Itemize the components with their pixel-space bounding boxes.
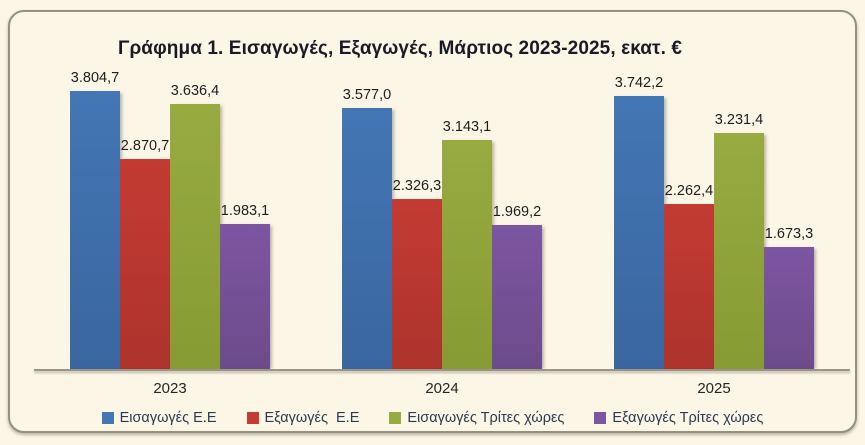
- legend-item-2: Εισαγωγές Τρίτες χώρες: [389, 410, 564, 426]
- bar-2024-series-0: [342, 107, 392, 369]
- plot-area: 3.742,2 2.262,4 3.231,4 1.673,3 3.577,0 2.326…: [34, 70, 850, 371]
- legend-item-3: Εξαγωγές Τρίτες χώρες: [594, 410, 763, 426]
- bar-2025-series-1: [664, 203, 714, 369]
- bar-2023-series-3: [220, 224, 270, 369]
- value-label-2023-series-3: 1.983,1: [220, 203, 270, 220]
- legend-label: Εισαγωγές Τρίτες χώρες: [407, 410, 565, 426]
- legend-label: Εισαγωγές Ε.Ε: [119, 410, 217, 426]
- bar-group-2023: 3.804,7 2.870,7 3.636,4 1.983,1: [70, 70, 270, 369]
- legend-swatch-icon: [389, 412, 402, 424]
- value-label-2025-series-0: 3.742,2: [614, 74, 664, 91]
- value-label-2024-series-1: 2.326,3: [392, 178, 442, 195]
- chart-frame: Γράφημα 1. Εισαγωγές, Εξαγωγές, Μάρτιος …: [8, 10, 857, 433]
- chart-title: Γράφημα 1. Εισαγωγές, Εξαγωγές, Μάρτιος …: [117, 38, 683, 59]
- value-label-2025-series-1: 2.262,4: [664, 182, 714, 199]
- value-label-2023-series-0: 3.804,7: [70, 70, 120, 87]
- legend-item-0: Εισαγωγές Ε.Ε: [101, 410, 217, 426]
- legend-item-1: Εξαγωγές Ε.Ε: [246, 410, 360, 426]
- bar-2024-series-2: [442, 139, 492, 369]
- bar-group-2024: 3.577,0 2.326,3 3.143,1 1.969,2: [342, 77, 542, 369]
- value-label-2024-series-2: 3.143,1: [442, 118, 492, 135]
- category-label-2024: 2024: [425, 380, 459, 397]
- legend-swatch-icon: [246, 412, 259, 424]
- value-label-2024-series-3: 1.969,2: [492, 204, 542, 221]
- legend-label: Εξαγωγές Ε.Ε: [264, 410, 360, 426]
- bar-2025-series-0: [614, 95, 664, 369]
- bar-2024-series-1: [392, 199, 442, 369]
- value-label-2025-series-3: 1.673,3: [764, 225, 814, 242]
- value-label-2023-series-2: 3.636,4: [170, 82, 220, 99]
- bar-2024-series-3: [492, 225, 542, 369]
- x-axis-line: [34, 369, 850, 371]
- value-label-2025-series-2: 3.231,4: [714, 112, 764, 129]
- value-label-2023-series-1: 2.870,7: [120, 138, 170, 155]
- legend: Εισαγωγές Ε.Ε Εξαγωγές Ε.Ε Εισαγωγές Τρίτε…: [10, 410, 855, 426]
- value-label-2024-series-0: 3.577,0: [342, 86, 392, 103]
- bar-group-2025: 3.742,2 2.262,4 3.231,4 1.673,3: [614, 75, 814, 369]
- category-label-2025: 2025: [697, 380, 731, 397]
- bar-2025-series-3: [764, 246, 814, 369]
- bar-2023-series-2: [170, 103, 220, 369]
- bar-2023-series-0: [70, 91, 120, 369]
- legend-label: Εξαγωγές Τρίτες χώρες: [612, 410, 764, 426]
- bar-2025-series-2: [714, 133, 764, 369]
- category-label-2023: 2023: [153, 380, 187, 397]
- legend-swatch-icon: [594, 412, 607, 424]
- bar-2023-series-1: [120, 159, 170, 369]
- legend-swatch-icon: [101, 412, 114, 424]
